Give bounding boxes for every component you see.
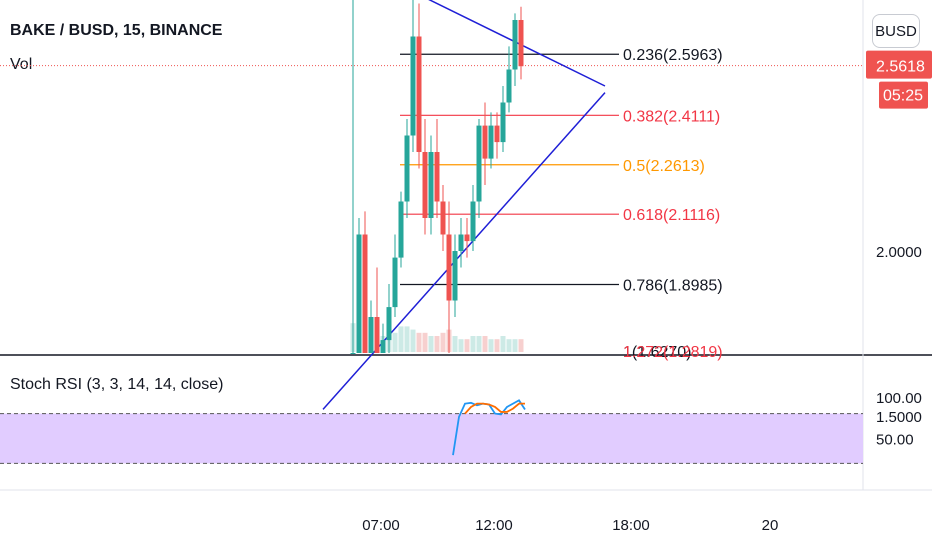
candles	[350, 0, 524, 354]
volume-bar	[506, 339, 512, 352]
volume-bar	[410, 329, 416, 352]
candle-body	[488, 125, 494, 159]
volume-label: Vol	[10, 56, 33, 73]
countdown-tag	[879, 81, 928, 109]
time-tick-label: 20	[762, 517, 779, 534]
volume-bar	[488, 339, 494, 352]
grid	[0, 0, 932, 491]
candle-body	[458, 234, 464, 251]
fib-label: 1.272(1.2819)	[623, 344, 723, 361]
symbol-title: BAKE / BUSD, 15, BINANCE	[10, 22, 223, 39]
fibonacci-retracement: 0(2.8957)0.236(2.5963)0.382(2.4111)0.5(2…	[400, 47, 723, 361]
candle-body	[422, 152, 428, 218]
candle-body	[476, 125, 482, 202]
candle-body	[380, 340, 386, 353]
candle-body	[398, 201, 404, 258]
fib-label: 0.5(2.2613)	[623, 158, 705, 175]
candle-body	[446, 234, 452, 301]
volume-bar	[416, 332, 422, 352]
stoch-rsi-label: Stoch RSI (3, 3, 14, 14, close)	[10, 376, 224, 393]
candle-body	[434, 152, 440, 202]
fib-label: 0.618(2.1116)	[623, 207, 720, 224]
candle-body	[512, 20, 518, 70]
volume-bar	[470, 336, 476, 352]
volume-bar	[494, 339, 500, 352]
candle-body	[428, 152, 434, 218]
candle-body	[482, 125, 488, 159]
trendline	[428, 0, 606, 87]
stoch-rsi-pane: 100.00 50.00	[0, 390, 922, 464]
stoch-tick-label: 100.00	[876, 390, 922, 407]
candle-body	[356, 234, 362, 353]
time-tick-label: 07:00	[362, 517, 400, 534]
candle-body	[350, 353, 356, 354]
time-axis: 07:00 12:00 18:00 20	[362, 517, 778, 534]
candle-body	[386, 307, 392, 341]
volume-bar	[458, 339, 464, 352]
volume-bar	[440, 332, 446, 352]
volume-bar	[512, 339, 518, 352]
candle-body	[404, 135, 410, 202]
candle-body	[416, 36, 422, 152]
countdown-value: 05:25	[883, 88, 923, 105]
candle-body	[500, 102, 506, 143]
fib-label: 0.382(2.4111)	[623, 108, 720, 125]
fib-label: 0.786(1.8985)	[623, 277, 723, 294]
candle-body	[494, 125, 500, 143]
volume-bar	[518, 339, 524, 352]
trendlines	[322, 0, 606, 410]
volume-bar	[428, 336, 434, 352]
stoch-band	[0, 413, 863, 464]
candle-body	[368, 317, 374, 353]
stoch-line-d	[464, 402, 525, 415]
currency-button[interactable]: BUSD	[872, 14, 920, 48]
stoch-tick-label: 50.00	[876, 432, 914, 449]
price-tag	[866, 50, 932, 79]
volume-bar	[422, 332, 428, 352]
volume-bar	[482, 336, 488, 352]
volume-bar	[434, 336, 440, 352]
candle-body	[464, 234, 470, 242]
volume-bar	[464, 339, 470, 352]
time-tick-label: 18:00	[612, 517, 650, 534]
price-tag-value: 2.5618	[876, 59, 925, 76]
trendline	[322, 92, 606, 410]
candle-body	[452, 251, 458, 301]
fib-label: 0.236(2.5963)	[623, 47, 723, 64]
price-tick-label: 2.0000	[876, 244, 922, 261]
candle-body	[440, 201, 446, 235]
price-tick-label: 1.5000	[876, 409, 922, 426]
time-tick-label: 12:00	[475, 517, 513, 534]
candle-body	[410, 36, 416, 136]
candle-body	[506, 69, 512, 103]
volume-bar	[476, 336, 482, 352]
candle-body	[392, 257, 398, 308]
candle-body	[470, 201, 476, 242]
candle-body	[374, 317, 380, 353]
fib-label: 1(1.6270)	[623, 344, 692, 361]
volume-bar	[500, 336, 506, 352]
volume-bar	[404, 326, 410, 352]
candle-body	[362, 234, 368, 353]
volume-bar	[452, 336, 458, 352]
volume-bar	[398, 326, 404, 352]
candle-body	[518, 20, 524, 67]
volume-bar	[392, 332, 398, 352]
